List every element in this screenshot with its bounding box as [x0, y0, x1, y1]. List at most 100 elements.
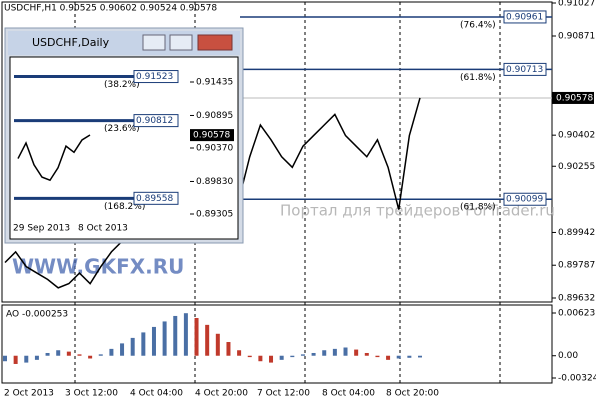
ao-label: AO -0.000253 [6, 310, 68, 320]
y-tick-label: 0.91435 [196, 78, 233, 88]
ao-bar [194, 318, 199, 356]
ao-bar [45, 352, 50, 356]
ao-bar [205, 324, 210, 356]
y-tick-label: 0.00 [558, 351, 578, 361]
y-tick-label: 0.90895 [196, 111, 233, 121]
level-box [133, 114, 179, 128]
ao-bar [386, 355, 391, 360]
ao-bar [332, 348, 337, 356]
maximize-button[interactable] [169, 34, 193, 51]
level-box [133, 191, 179, 205]
level-box [133, 70, 179, 84]
level-box [503, 10, 547, 24]
y-tick-label: 0.91027 [558, 0, 595, 9]
ao-bar [162, 321, 167, 356]
ao-bar [418, 355, 422, 358]
x-tick-label: 4 Oct 20:00 [195, 389, 248, 399]
daily-plot [9, 56, 239, 240]
y-tick-label: 0.89787 [558, 261, 595, 271]
ao-bar [173, 315, 178, 356]
y-tick-label: 0.89830 [196, 177, 233, 187]
level-value: 0.89558 [136, 194, 173, 204]
ao-bar [311, 352, 316, 356]
ao-bar [34, 355, 39, 360]
ao-frame [1, 304, 553, 384]
ao-bar [77, 354, 82, 356]
level-box [503, 192, 547, 206]
window-title: USDCHF,Daily [32, 36, 110, 49]
ao-bar [98, 354, 103, 356]
ao-bar [279, 355, 284, 360]
y-tick-label: -0.003246 [558, 374, 596, 384]
ao-bar [215, 333, 220, 356]
y-tick-label: 0.90370 [196, 144, 233, 154]
ao-bar [375, 355, 380, 358]
main-frame [1, 1, 553, 303]
ao-bar [364, 352, 369, 356]
close-button[interactable] [197, 34, 233, 51]
fib-label: (61.8%) [460, 73, 496, 83]
y-tick-label: 0.90871 [558, 31, 595, 41]
ao-bar [141, 332, 146, 356]
ao-bar [396, 355, 401, 359]
ao-bar [66, 351, 71, 356]
level-box [503, 62, 547, 76]
ao-bar [269, 355, 274, 363]
fib-label: (23.6%) [104, 124, 140, 134]
x-tick-label: 8 Oct 2013 [78, 224, 128, 234]
fib-label: (61.8%) [460, 203, 496, 213]
x-tick-label: 29 Sep 2013 [13, 224, 70, 234]
ao-bar [290, 355, 295, 358]
price-line [17, 134, 91, 182]
current-price: 0.90578 [556, 93, 593, 103]
ao-bar [183, 313, 188, 356]
ao-bar [120, 343, 125, 356]
ao-bar [88, 355, 93, 359]
ao-bar [130, 337, 135, 356]
fib-label: (38.2%) [104, 80, 140, 90]
y-tick-label: 0.89305 [196, 210, 233, 220]
y-tick-label: 0.90402 [558, 131, 595, 141]
ao-bar [24, 355, 29, 363]
x-tick-label: 3 Oct 12:00 [65, 389, 118, 399]
current-price: 0.90578 [193, 131, 230, 141]
y-tick-label: 0.89632 [558, 294, 595, 304]
x-tick-label: 8 Oct 20:00 [386, 389, 439, 399]
ao-bar [343, 347, 348, 356]
fib-label: (76.4%) [460, 20, 496, 30]
y-tick-label: 0.90255 [558, 162, 595, 172]
ao-bar [237, 350, 242, 356]
level-value: 0.90713 [506, 65, 543, 75]
ao-bar [3, 355, 7, 362]
level-value: 0.91523 [136, 72, 173, 82]
ao-bar [300, 354, 305, 356]
ao-bar [56, 350, 61, 356]
fib-label: (168.2%) [104, 202, 145, 212]
header: USDCHF,H1 0.90525 0.90602 0.90524 0.9057… [4, 4, 217, 14]
watermark: Портал для трейдеров ForTrader.ru [280, 202, 555, 220]
ao-bar [226, 342, 231, 356]
x-tick-label: 7 Oct 12:00 [257, 389, 310, 399]
ao-bar [258, 355, 263, 362]
price-box [190, 129, 234, 142]
x-tick-label: 8 Oct 04:00 [322, 389, 375, 399]
y-tick-label: 0.89942 [558, 228, 595, 238]
level-value: 0.90812 [136, 116, 173, 126]
level-value: 0.90099 [506, 195, 543, 205]
price-box [552, 91, 594, 104]
brand: WWW.GKFX.RU [12, 255, 184, 279]
ao-bar [322, 350, 327, 356]
ao-bar [354, 349, 359, 356]
ao-bar [13, 355, 18, 364]
level-value: 0.90961 [506, 12, 543, 22]
ao-bar [407, 355, 412, 358]
ao-bar [151, 326, 156, 356]
ao-bar [109, 348, 114, 356]
x-tick-label: 4 Oct 04:00 [130, 389, 183, 399]
minimize-button[interactable] [142, 34, 166, 51]
y-tick-label: 0.00623 [558, 309, 595, 319]
x-tick-label: 2 Oct 2013 [4, 389, 54, 399]
ao-bar [247, 355, 252, 358]
